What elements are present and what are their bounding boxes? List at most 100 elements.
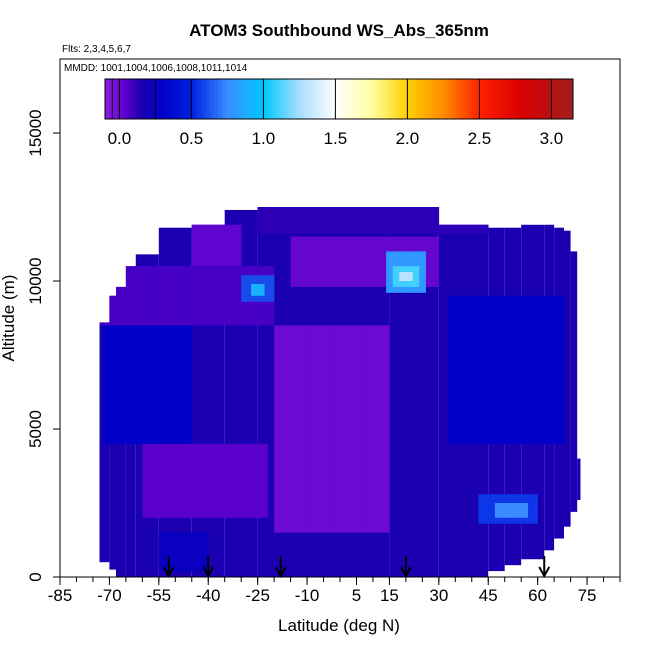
colorbar-swatch <box>342 79 348 119</box>
heatmap-cell <box>326 207 331 234</box>
heatmap-cell <box>363 236 367 287</box>
heatmap-cell <box>501 295 506 444</box>
colorbar-swatch <box>159 79 164 119</box>
heatmap-cell <box>330 207 334 234</box>
heatmap-cell <box>455 295 459 444</box>
colorbar-swatch <box>557 79 562 119</box>
heatmap-cell <box>349 207 354 234</box>
heatmap-cell <box>527 295 532 444</box>
flights-note: Flts: 2,3,4,5,6,7 <box>62 44 131 55</box>
heatmap-cell <box>501 503 506 518</box>
heatmap-cell <box>336 236 341 287</box>
heatmap-cell <box>511 503 515 518</box>
heatmap-cell <box>452 224 456 234</box>
heatmap-cell <box>191 224 196 267</box>
heatmap-cell <box>221 224 226 267</box>
heatmap-cell <box>172 443 176 518</box>
heatmap-cell <box>231 224 235 267</box>
colorbar-swatch <box>132 79 137 119</box>
heatmap-cell <box>155 325 160 444</box>
colorbar-swatch <box>108 79 114 119</box>
heatmap-cell <box>478 295 482 444</box>
colorbar-swatch <box>362 79 367 119</box>
heatmap-cell <box>353 236 357 287</box>
heatmap-cell <box>468 295 473 444</box>
heatmap-cell <box>244 275 249 302</box>
heatmap-cell <box>290 236 295 287</box>
heatmap-cell <box>152 266 156 326</box>
heatmap-cell <box>247 443 252 518</box>
y-axis-label: Altitude (m) <box>0 275 18 362</box>
heatmap-cell <box>346 236 351 287</box>
colorbar-swatch <box>120 79 125 119</box>
heatmap-cell <box>162 266 166 326</box>
heatmap-cell <box>514 503 519 518</box>
heatmap-cell <box>116 325 120 444</box>
heatmap-cell <box>323 325 328 533</box>
heatmap-cell <box>237 266 242 326</box>
heatmap-cell <box>175 325 179 444</box>
y-axis: 0 5000 10000 15000 <box>26 109 60 582</box>
heatmap-cell <box>438 224 443 234</box>
heatmap-cell <box>99 322 104 326</box>
heatmap-cell <box>547 295 552 444</box>
heatmap-cell <box>396 207 400 234</box>
dates-note: MMDD: 1001,1004,1006,1008,1011,1014 <box>64 63 248 74</box>
heatmap-cell <box>234 443 239 518</box>
flight-markers <box>162 556 551 579</box>
colorbar-tick-label: 3.0 <box>540 129 564 148</box>
heatmap-cell <box>264 443 268 518</box>
heatmap-cell <box>178 443 183 518</box>
heatmap-cell <box>198 224 202 267</box>
heatmap-cell <box>412 207 417 234</box>
colorbar-tick-label: 2.5 <box>468 129 492 148</box>
colorbar-swatch <box>522 79 527 119</box>
heatmap-cell <box>494 295 499 444</box>
heatmap-cell <box>363 325 367 533</box>
heatmap-cell <box>277 207 282 234</box>
colorbar-swatch <box>467 79 473 119</box>
colorbar-swatch <box>366 79 371 119</box>
heatmap-cell <box>376 325 380 533</box>
heatmap-cell <box>297 325 301 533</box>
heatmap-cell <box>172 266 176 326</box>
heatmap-cell <box>254 443 258 518</box>
heatmap-cell <box>129 325 133 444</box>
flight-marker-arrowhead <box>202 566 215 579</box>
heatmap-cell <box>198 532 202 572</box>
heatmap-cell <box>343 207 347 234</box>
heatmap-cell <box>481 295 486 444</box>
heatmap-cells <box>99 207 581 578</box>
heatmap-cell <box>527 494 532 524</box>
heatmap-cell <box>224 266 229 326</box>
heatmap-cell <box>142 266 146 326</box>
heatmap-cell <box>221 266 226 326</box>
heatmap-cell <box>310 325 314 533</box>
heatmap-cell <box>478 494 482 524</box>
colorbar-swatch <box>569 79 574 119</box>
heatmap-cell <box>316 236 321 287</box>
heatmap-cell <box>419 251 423 293</box>
heatmap-cell <box>211 443 216 518</box>
heatmap-cell <box>277 325 282 533</box>
heatmap-cell <box>405 207 410 234</box>
colorbar-swatch <box>292 79 297 119</box>
heatmap-cell <box>264 207 268 234</box>
heatmap-cell <box>293 325 298 533</box>
heatmap-cell <box>356 207 361 234</box>
heatmap-cell <box>129 266 133 326</box>
heatmap-cell <box>300 236 305 287</box>
y-tick-label: 15000 <box>26 109 45 156</box>
heatmap-cell <box>372 325 377 533</box>
heatmap-cell <box>356 325 361 533</box>
heatmap-cell <box>195 266 199 326</box>
heatmap-cell <box>195 224 199 267</box>
heatmap-cell <box>461 224 466 234</box>
heatmap-cell <box>122 286 127 326</box>
heatmap-cell <box>425 236 430 287</box>
colorbar-swatch <box>541 79 547 119</box>
heatmap-cell <box>488 494 492 524</box>
heatmap-cell <box>211 224 216 267</box>
colorbar-swatch <box>171 79 176 119</box>
chart-title: ATOM3 Southbound WS_Abs_365nm <box>189 21 489 40</box>
